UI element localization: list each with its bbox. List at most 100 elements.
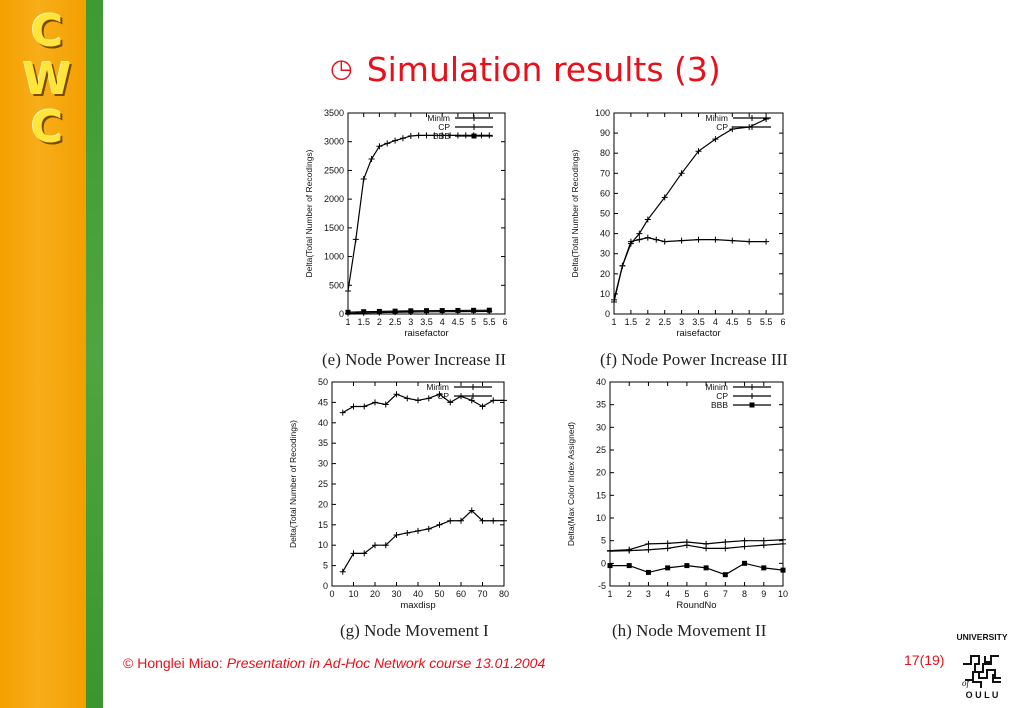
series-line <box>347 309 490 313</box>
x-tick-label: 80 <box>499 589 509 599</box>
series-line <box>342 509 504 573</box>
data-point <box>399 135 406 142</box>
sidebar-green-band <box>86 0 103 708</box>
data-point <box>703 545 710 552</box>
x-tick-label: 10 <box>348 589 358 599</box>
y-tick-label: 15 <box>596 490 606 500</box>
data-point <box>636 230 643 237</box>
data-point <box>712 236 719 243</box>
x-tick-label: 7 <box>723 589 728 599</box>
legend-marker <box>749 124 755 130</box>
y-tick-label: -5 <box>598 581 606 591</box>
y-tick-label: 45 <box>318 397 328 407</box>
data-point <box>458 517 464 524</box>
data-point <box>462 132 469 139</box>
data-point <box>436 521 443 528</box>
data-point <box>431 132 438 139</box>
y-axis-label: Delta(Total Number of Recodings) <box>304 149 314 277</box>
data-point <box>339 568 346 575</box>
legend-marker <box>749 393 755 399</box>
legend-marker <box>749 402 755 408</box>
data-point <box>455 307 461 313</box>
x-tick-label: 4.5 <box>452 317 465 327</box>
x-tick-label: 6 <box>502 317 507 327</box>
y-tick-label: 3000 <box>324 137 344 147</box>
x-tick-label: 9 <box>761 589 766 599</box>
y-tick-label: 80 <box>600 148 610 158</box>
x-tick-label: 6 <box>780 317 785 327</box>
y-tick-label: 30 <box>600 249 610 259</box>
y-tick-label: 0 <box>323 581 328 591</box>
x-tick-label: 3.5 <box>420 317 433 327</box>
y-tick-label: 30 <box>318 459 328 469</box>
legend-marker <box>749 384 755 390</box>
y-tick-label: 3500 <box>324 108 344 118</box>
legend-marker <box>471 124 477 130</box>
y-tick-label: 0 <box>605 309 610 319</box>
data-point <box>695 236 702 243</box>
x-tick-label: 1.5 <box>357 317 370 327</box>
data-point <box>368 155 375 162</box>
caption-g: (g) Node Movement I <box>340 621 489 640</box>
series-line <box>613 118 767 303</box>
logo-letter-c1: C <box>30 6 64 57</box>
y-tick-label: 1000 <box>324 252 344 262</box>
legend-label: CP <box>716 122 728 132</box>
data-point <box>722 539 729 546</box>
data-point <box>490 517 497 524</box>
y-tick-label: 5 <box>323 561 328 571</box>
y-tick-label: 10 <box>318 540 328 550</box>
legend-marker <box>471 115 477 121</box>
x-tick-label: 3 <box>408 317 413 327</box>
data-point <box>501 517 507 524</box>
data-point <box>722 572 728 578</box>
data-point <box>407 132 414 139</box>
footer-presentation: Presentation in Ad-Hoc Network course 13… <box>226 655 546 671</box>
data-point <box>392 308 398 314</box>
data-point <box>780 567 786 573</box>
series-line <box>347 310 490 315</box>
data-point <box>360 176 367 183</box>
data-point <box>392 137 399 144</box>
x-tick-label: 0 <box>329 589 334 599</box>
data-point <box>636 236 643 243</box>
y-tick-label: 50 <box>600 209 610 219</box>
x-tick-label: 1 <box>607 589 612 599</box>
slide-title: ◷ Simulation results (3) <box>330 44 750 94</box>
data-point <box>415 527 421 534</box>
legend-label: Minim <box>427 113 450 123</box>
x-tick-label: 4 <box>713 317 718 327</box>
y-tick-label: 10 <box>600 289 610 299</box>
legend-label: BBB <box>433 131 450 141</box>
x-tick-label: 2.5 <box>389 317 402 327</box>
legend-marker <box>470 384 476 390</box>
y-tick-label: 20 <box>596 468 606 478</box>
x-tick-label: 3 <box>646 589 651 599</box>
data-point <box>372 542 378 549</box>
y-tick-label: 20 <box>318 499 328 509</box>
data-point <box>729 237 736 244</box>
legend-marker <box>471 133 477 139</box>
data-point <box>439 308 445 314</box>
data-point <box>479 517 486 524</box>
legend-label: CP <box>437 391 449 401</box>
footer-credit: © Honglei Miao: Presentation in Ad-Hoc N… <box>123 655 545 671</box>
data-point <box>408 308 414 314</box>
x-tick-label: 30 <box>391 589 401 599</box>
data-point <box>626 563 632 569</box>
y-tick-label: 500 <box>329 280 344 290</box>
data-point <box>345 309 351 315</box>
data-point <box>653 236 660 243</box>
y-tick-label: 0 <box>601 558 606 568</box>
x-axis-label: raisefactor <box>676 328 720 339</box>
data-point <box>645 546 652 553</box>
chart-node-power-increase-ii: 0 500 1000 1500 2000 2500 3000 3500 1 1.5 2 2.5 3 3.5… <box>304 108 508 339</box>
data-point <box>712 136 719 143</box>
data-point <box>644 216 651 223</box>
caption-e: (e) Node Power Increase II <box>322 350 507 369</box>
data-point <box>339 409 346 416</box>
data-point <box>423 132 430 139</box>
x-tick-label: 2 <box>377 317 382 327</box>
x-tick-label: 20 <box>370 589 380 599</box>
x-tick-label: 5 <box>471 317 476 327</box>
